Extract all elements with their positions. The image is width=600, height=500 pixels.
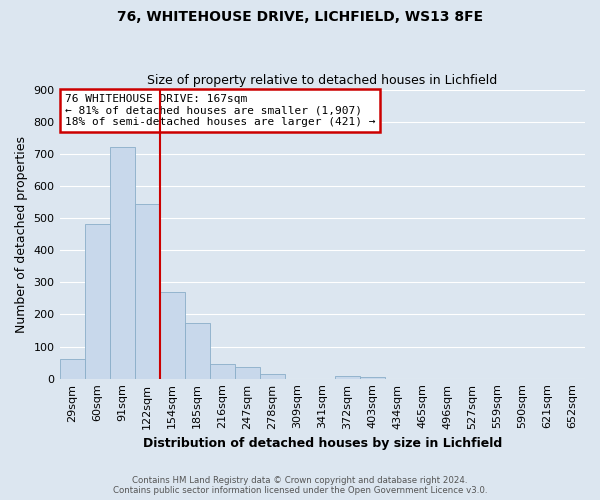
Bar (160, 292, 185, 378)
Bar (134, 204, 160, 378)
Text: 76, WHITEHOUSE DRIVE, LICHFIELD, WS13 8FE: 76, WHITEHOUSE DRIVE, LICHFIELD, WS13 8F… (117, 10, 483, 24)
X-axis label: Distribution of detached houses by size in Lichfield: Distribution of detached houses by size … (143, 437, 502, 450)
Bar (209, 364, 235, 378)
Bar (59, 360, 85, 378)
Bar (260, 374, 285, 378)
Bar (110, 148, 134, 378)
Bar (85, 224, 110, 378)
Bar (360, 377, 385, 378)
Bar (335, 376, 360, 378)
Bar (235, 368, 260, 378)
Y-axis label: Number of detached properties: Number of detached properties (15, 136, 28, 332)
Text: Contains HM Land Registry data © Crown copyright and database right 2024.
Contai: Contains HM Land Registry data © Crown c… (113, 476, 487, 495)
Title: Size of property relative to detached houses in Lichfield: Size of property relative to detached ho… (147, 74, 497, 87)
Text: 76 WHITEHOUSE DRIVE: 167sqm
← 81% of detached houses are smaller (1,907)
18% of : 76 WHITEHOUSE DRIVE: 167sqm ← 81% of det… (65, 94, 375, 127)
Bar (185, 323, 209, 378)
